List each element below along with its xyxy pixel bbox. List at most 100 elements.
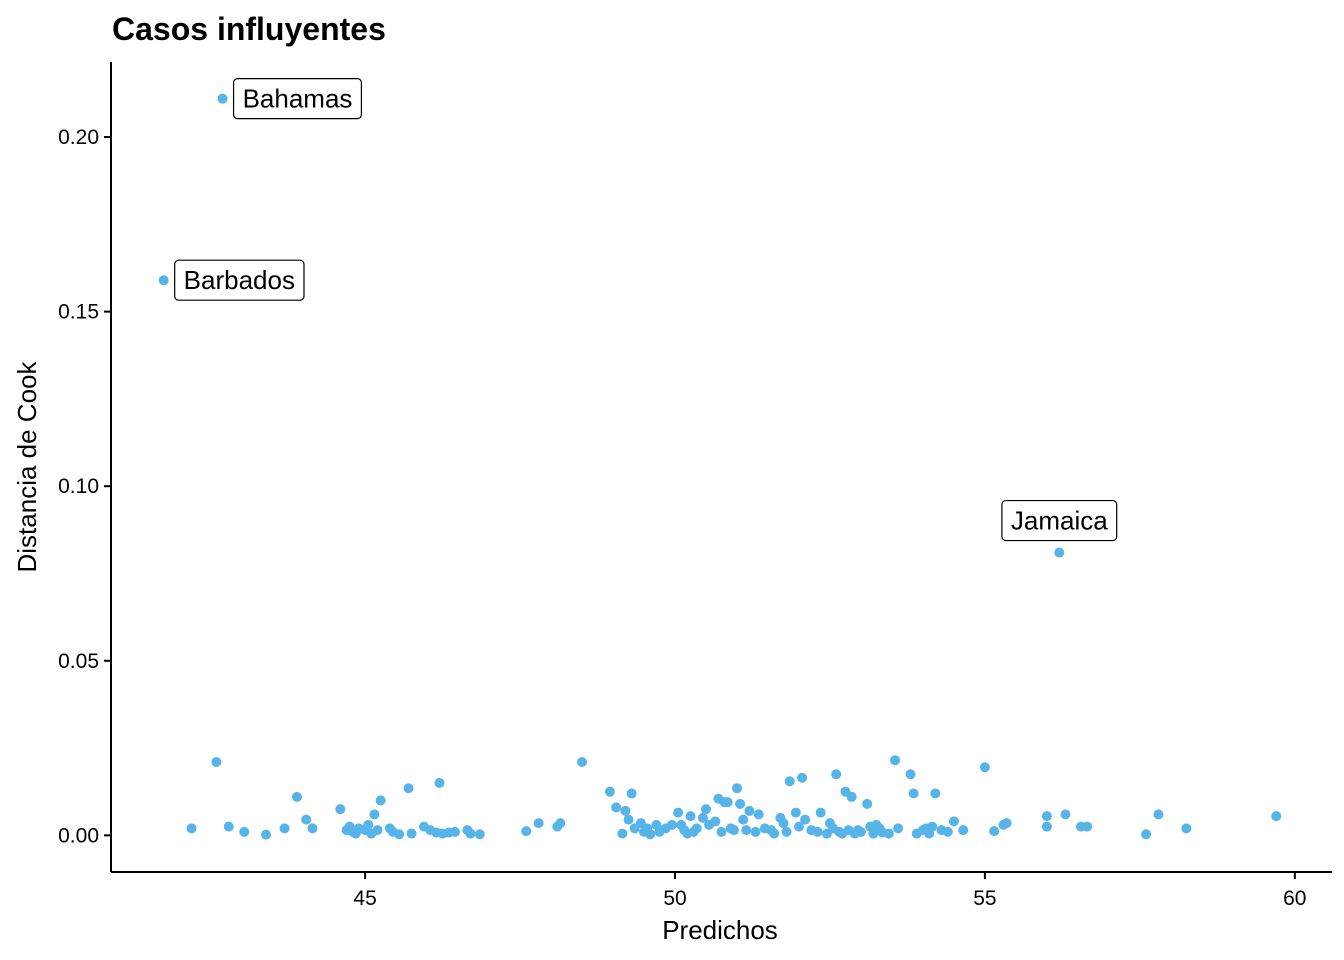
data-point: [716, 826, 727, 837]
data-point: [905, 769, 916, 780]
data-point: [908, 788, 919, 799]
data-point: [701, 804, 712, 815]
data-point: [781, 826, 792, 837]
data-point: [862, 798, 873, 809]
data-point: [521, 826, 532, 837]
label-box: [174, 259, 305, 301]
point-label-jamaica: Jamaica: [1001, 499, 1118, 542]
data-point: [793, 821, 804, 832]
data-point: [403, 783, 414, 794]
data-point: [1060, 809, 1071, 820]
data-point: [1001, 818, 1012, 829]
data-point: [465, 828, 476, 839]
data-point: [645, 829, 656, 840]
data-point: [846, 791, 857, 802]
data-point: [239, 826, 250, 837]
data-point: [211, 757, 222, 768]
point-label-text: Barbados: [184, 265, 295, 295]
y-axis-ticks: 0.00 0.05 0.10 0.15 0.20: [58, 126, 111, 847]
data-point: [620, 805, 631, 816]
data-point: [812, 826, 823, 837]
data-point: [260, 829, 271, 840]
y-axis-title: Distancia de Cook: [12, 361, 42, 573]
data-point: [291, 791, 302, 802]
x-axis-ticks: 45 50 55 60: [353, 872, 1306, 910]
data-point: [790, 807, 801, 818]
data-point: [1141, 829, 1152, 840]
label-box: [232, 78, 363, 120]
data-point: [375, 795, 386, 806]
data-point: [223, 821, 234, 832]
data-point: [307, 823, 318, 834]
data-point: [623, 814, 634, 825]
data-point: [449, 826, 460, 837]
data-point: [948, 816, 959, 827]
point-label-text: Bahamas: [243, 84, 353, 114]
data-point: [1041, 821, 1052, 832]
data-point: [769, 828, 780, 839]
data-point: [778, 818, 789, 829]
data-point: [735, 798, 746, 809]
data-point: [186, 823, 197, 834]
point-label-bahamas: Bahamas: [232, 78, 363, 120]
data-point: [989, 826, 1000, 837]
data-point: [685, 811, 696, 822]
data-point: [434, 777, 445, 788]
data-point: [335, 804, 346, 815]
data-point: [800, 814, 811, 825]
y-tick-label: 0.05: [58, 650, 99, 673]
y-tick-label: 0.00: [58, 824, 99, 847]
data-point: [831, 769, 842, 780]
data-point: [797, 772, 808, 783]
data-point: [731, 783, 742, 794]
data-point: [893, 823, 904, 834]
data-point: [363, 819, 374, 830]
data-point: [750, 826, 761, 837]
data-point: [1041, 811, 1052, 822]
data-point: [1054, 547, 1065, 558]
x-tick-label: 45: [353, 887, 376, 910]
data-point: [710, 816, 721, 827]
data-point: [604, 786, 615, 797]
y-tick-label: 0.10: [58, 475, 99, 498]
data-point: [728, 825, 739, 836]
x-tick-label: 50: [663, 887, 686, 910]
data-point: [1153, 809, 1164, 820]
x-axis-title: Predichos: [662, 915, 778, 945]
data-point: [979, 762, 990, 773]
data-point: [744, 805, 755, 816]
data-point: [577, 757, 588, 768]
x-tick-label: 55: [973, 887, 996, 910]
data-points: [158, 93, 1282, 840]
data-point: [555, 818, 566, 829]
data-point: [1082, 821, 1093, 832]
label-box: [1001, 499, 1118, 542]
data-point: [1271, 811, 1282, 822]
data-point: [406, 828, 417, 839]
data-point: [697, 812, 708, 823]
data-point: [691, 823, 702, 834]
data-point: [927, 821, 938, 832]
data-point: [784, 776, 795, 787]
data-point: [958, 825, 969, 836]
data-point: [301, 814, 312, 825]
data-point: [890, 755, 901, 766]
data-point: [673, 807, 684, 818]
data-point: [666, 819, 677, 830]
data-point: [611, 802, 622, 813]
data-point: [883, 828, 894, 839]
data-point: [855, 826, 866, 837]
data-point: [741, 825, 752, 836]
point-label-text: Jamaica: [1011, 506, 1108, 536]
data-point: [217, 93, 228, 104]
x-tick-label: 60: [1283, 887, 1306, 910]
data-point: [930, 788, 941, 799]
data-point: [533, 818, 544, 829]
data-point: [617, 828, 628, 839]
data-point: [158, 275, 169, 286]
data-point: [369, 809, 380, 820]
data-point: [394, 829, 405, 840]
chart-title: Casos influyentes: [112, 11, 386, 47]
data-point: [372, 825, 383, 836]
